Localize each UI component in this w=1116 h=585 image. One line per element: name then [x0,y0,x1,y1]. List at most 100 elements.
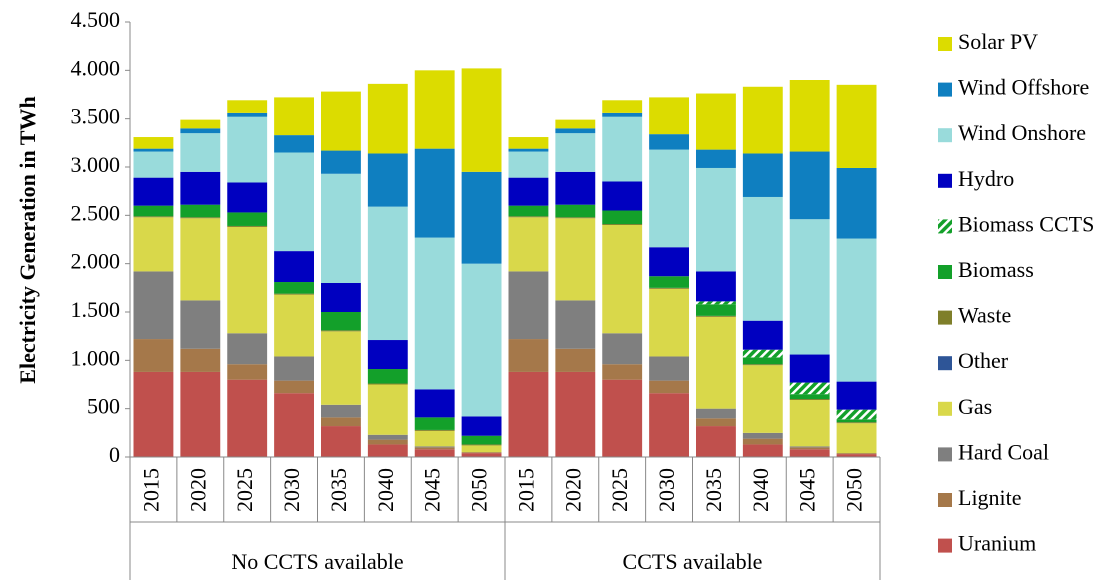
legend-label: Gas [958,394,992,419]
legend-swatch [938,37,952,51]
legend-swatch [938,356,952,371]
bar-segment [836,238,877,382]
bar-segment [742,444,783,457]
legend-swatch [938,493,952,507]
bar-segment [508,217,549,272]
bar-segment [367,206,408,341]
bar-segment [742,196,783,321]
x-tick-label: 2040 [373,468,398,512]
legend-label: Solar PV [958,29,1038,54]
bar-segment [414,430,455,447]
x-tick-label: 2035 [701,468,726,512]
group-label: CCTS available [623,549,763,574]
bar-segment [602,181,643,211]
bar-segment [321,417,361,427]
legend-label: Hard Coal [958,439,1049,464]
bar-segment [602,364,643,380]
bar-segment [742,349,783,358]
bar-segment [789,449,830,457]
y-tick-label: 3.000 [71,152,121,177]
bar-segment [227,225,268,227]
bar-segment [836,423,877,454]
bar-segment [133,148,174,152]
bar-segment [274,393,314,457]
bar-segment [133,271,174,340]
bar-segment [321,404,361,418]
bar-segment [789,151,830,220]
bar-segment [836,422,877,424]
bar-segment [321,331,361,405]
bar-segment [227,379,268,457]
bar-segment [508,177,549,206]
bar-segment [180,300,221,349]
bar-segment [696,304,736,316]
bar-segment [696,408,736,419]
bar-segment [414,148,455,238]
bar-segment [649,356,689,381]
x-tick-label: 2020 [185,468,210,512]
bar-segment [321,312,361,331]
bar-segment [367,444,408,457]
y-tick-label: 4.500 [71,7,121,32]
x-tick-label: 2020 [560,468,585,512]
x-tick-label: 2050 [467,468,492,512]
bar-segment [789,394,830,399]
bar-segment [742,365,783,433]
bar-segment [321,283,361,312]
bar-segment [508,339,549,372]
bar-segment [180,218,221,301]
y-tick-label: 2.000 [71,249,121,274]
x-tick-label: 2025 [607,468,632,512]
legend-label: Other [958,348,1009,373]
x-tick-label: 2050 [842,468,867,512]
bar-segment [696,426,736,457]
legend-label: Biomass [958,257,1034,282]
bar-segment [461,453,502,457]
bar-segment [649,134,689,150]
bar-segment [742,86,783,154]
legend-swatch [938,538,952,553]
bar-segment [649,149,689,248]
bar-segment [555,371,596,457]
legend-swatch [938,447,952,462]
bar-segment [414,446,455,448]
y-tick-label: 1.000 [71,345,121,370]
bar-segment [696,167,736,272]
bar-segment [133,339,174,372]
bar-segment [602,224,643,225]
bar-segment [227,116,268,183]
bar-segment [321,173,361,283]
bar-segment [555,204,596,218]
bar-segment [367,384,408,435]
legend-swatch [938,82,952,97]
bar-segment [414,70,455,149]
bar-segment [602,210,643,225]
bar-segment [227,100,268,113]
bar-segment [180,348,221,372]
legend-swatch [938,128,952,143]
bar-segment [602,379,643,457]
y-tick-label: 3.500 [71,104,121,129]
bar-segment [133,151,174,178]
legend-swatch [938,310,952,325]
bar-segment [602,333,643,365]
bar-segment [461,452,502,454]
bar-segment [227,182,268,213]
bar-segment [742,153,783,197]
bar-segment [555,348,596,372]
legend-swatch [938,219,952,234]
bar-segment [602,112,643,117]
bar-segment [461,416,502,436]
y-tick-label: 4.000 [71,55,121,80]
bar-segment [461,444,502,446]
bar-segment [367,434,408,440]
bar-segment [414,447,455,450]
bar-segment [836,84,877,168]
y-tick-label: 500 [87,394,120,419]
bar-segment [649,287,689,289]
x-tick-label: 2040 [748,468,773,512]
legend-swatch [938,173,952,188]
bar-segment [274,282,314,294]
y-tick-label: 2.500 [71,200,121,225]
bar-segment [789,382,830,395]
